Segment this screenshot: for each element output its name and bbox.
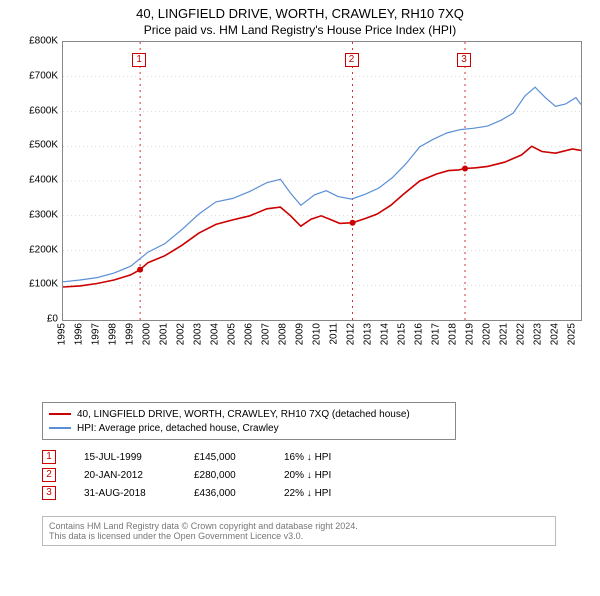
x-tick-label: 2005 xyxy=(226,323,237,345)
x-tick-label: 2021 xyxy=(498,323,509,345)
plot-svg xyxy=(63,42,581,320)
x-tick-label: 2022 xyxy=(515,323,526,345)
chart-container: 40, LINGFIELD DRIVE, WORTH, CRAWLEY, RH1… xyxy=(0,6,600,596)
legend-label: HPI: Average price, detached house, Craw… xyxy=(77,423,279,434)
txn-marker-badge: 3 xyxy=(457,53,471,67)
y-tick-label: £600K xyxy=(18,105,58,116)
x-tick-label: 2003 xyxy=(192,323,203,345)
legend-swatch xyxy=(49,427,71,429)
plot-area xyxy=(62,41,582,321)
x-tick-label: 2004 xyxy=(209,323,220,345)
x-tick-label: 2019 xyxy=(464,323,475,345)
txn-marker-badge: 2 xyxy=(345,53,359,67)
chart-area: £0£100K£200K£300K£400K£500K£600K£700K£80… xyxy=(18,41,588,351)
credits-line2: This data is licensed under the Open Gov… xyxy=(49,531,549,541)
txn-price: £280,000 xyxy=(194,470,284,481)
x-tick-label: 2014 xyxy=(379,323,390,345)
x-tick-label: 2001 xyxy=(158,323,169,345)
txn-delta: 22% ↓ HPI xyxy=(284,488,394,499)
x-tick-label: 2006 xyxy=(243,323,254,345)
transaction-list: 1 15-JUL-1999£145,00016% ↓ HPI 2 20-JAN-201… xyxy=(42,448,394,502)
x-tick-label: 2025 xyxy=(566,323,577,345)
txn-list-row: 2 20-JAN-2012£280,00020% ↓ HPI xyxy=(42,466,394,484)
legend-row: 40, LINGFIELD DRIVE, WORTH, CRAWLEY, RH1… xyxy=(49,407,449,421)
txn-delta: 16% ↓ HPI xyxy=(284,452,394,463)
y-tick-label: £0 xyxy=(18,314,58,325)
x-tick-label: 2011 xyxy=(328,323,339,345)
legend-swatch xyxy=(49,413,71,415)
x-tick-label: 1999 xyxy=(124,323,135,345)
txn-marker-badge: 1 xyxy=(132,53,146,67)
x-tick-label: 2017 xyxy=(430,323,441,345)
txn-price: £436,000 xyxy=(194,488,284,499)
legend: 40, LINGFIELD DRIVE, WORTH, CRAWLEY, RH1… xyxy=(42,402,456,440)
x-tick-label: 2020 xyxy=(481,323,492,345)
txn-date: 15-JUL-1999 xyxy=(84,452,194,463)
x-tick-label: 1997 xyxy=(90,323,101,345)
legend-label: 40, LINGFIELD DRIVE, WORTH, CRAWLEY, RH1… xyxy=(77,409,410,420)
txn-date: 20-JAN-2012 xyxy=(84,470,194,481)
y-tick-label: £300K xyxy=(18,209,58,220)
x-tick-label: 2023 xyxy=(532,323,543,345)
txn-price: £145,000 xyxy=(194,452,284,463)
x-tick-label: 2012 xyxy=(345,323,356,345)
x-tick-label: 2000 xyxy=(141,323,152,345)
page-title: 40, LINGFIELD DRIVE, WORTH, CRAWLEY, RH1… xyxy=(0,6,600,21)
x-tick-label: 2018 xyxy=(447,323,458,345)
x-tick-label: 2002 xyxy=(175,323,186,345)
x-tick-label: 1998 xyxy=(107,323,118,345)
y-tick-label: £100K xyxy=(18,279,58,290)
txn-list-row: 3 31-AUG-2018£436,00022% ↓ HPI xyxy=(42,484,394,502)
y-tick-label: £200K xyxy=(18,244,58,255)
txn-date: 31-AUG-2018 xyxy=(84,488,194,499)
x-tick-label: 2016 xyxy=(413,323,424,345)
credits-box: Contains HM Land Registry data © Crown c… xyxy=(42,516,556,546)
x-tick-label: 2013 xyxy=(362,323,373,345)
x-tick-label: 2010 xyxy=(311,323,322,345)
txn-list-row: 1 15-JUL-1999£145,00016% ↓ HPI xyxy=(42,448,394,466)
y-tick-label: £800K xyxy=(18,36,58,47)
x-tick-label: 1996 xyxy=(73,323,84,345)
txn-num: 3 xyxy=(42,486,56,500)
legend-row: HPI: Average price, detached house, Craw… xyxy=(49,421,449,435)
txn-num: 1 xyxy=(42,450,56,464)
y-tick-label: £500K xyxy=(18,140,58,151)
x-tick-label: 2007 xyxy=(260,323,271,345)
credits-line1: Contains HM Land Registry data © Crown c… xyxy=(49,521,549,531)
txn-num: 2 xyxy=(42,468,56,482)
x-tick-label: 2015 xyxy=(396,323,407,345)
x-tick-label: 2024 xyxy=(549,323,560,345)
x-tick-label: 1995 xyxy=(57,323,68,345)
y-tick-label: £400K xyxy=(18,175,58,186)
page-subtitle: Price paid vs. HM Land Registry's House … xyxy=(0,23,600,37)
x-tick-label: 2008 xyxy=(277,323,288,345)
txn-delta: 20% ↓ HPI xyxy=(284,470,394,481)
y-tick-label: £700K xyxy=(18,70,58,81)
x-tick-label: 2009 xyxy=(294,323,305,345)
